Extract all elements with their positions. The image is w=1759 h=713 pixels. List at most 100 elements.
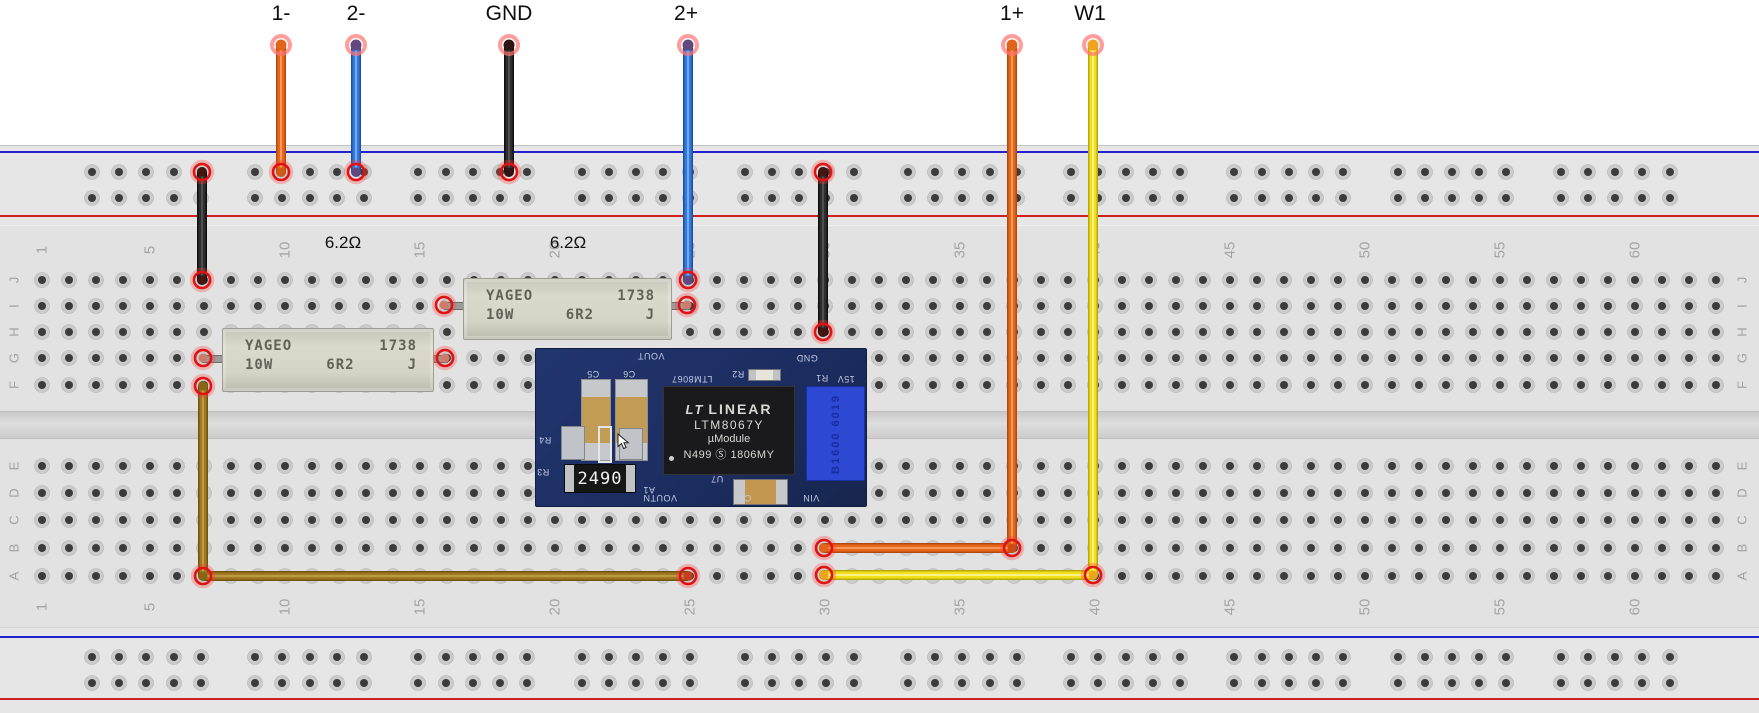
connection-dot: [198, 571, 208, 581]
connection-dot: [351, 167, 361, 177]
resistor-6.2ohm-upper[interactable]: YAGEO 1738 10W 6R2 J: [463, 278, 672, 340]
wire-tip[interactable]: [682, 39, 694, 51]
connection-dot: [819, 570, 829, 580]
connection-ring[interactable]: [193, 566, 213, 586]
power-rail-strip-top: [0, 145, 1759, 226]
connection-ring[interactable]: [434, 295, 454, 315]
wire-1-plus[interactable]: [820, 41, 1016, 552]
connection-glow: [431, 292, 457, 318]
connection-ring[interactable]: [1083, 565, 1103, 585]
connection-ring[interactable]: [435, 348, 455, 368]
rail-blue-line-top: [0, 151, 1759, 153]
connection-glow: [190, 345, 216, 371]
capacitor-c4: [733, 479, 788, 505]
connection-ring[interactable]: [678, 270, 698, 290]
wire-olive-feedback[interactable]: [199, 382, 692, 580]
wire-tip-glow: [1001, 34, 1023, 56]
connection-ring[interactable]: [814, 538, 834, 558]
connection-dot: [198, 381, 208, 391]
connection-ring[interactable]: [271, 162, 291, 182]
mouse-cursor: [617, 433, 630, 450]
wire-1-plus[interactable]: [819, 40, 1017, 553]
connection-dot: [1007, 543, 1017, 553]
lt-logo: LT: [685, 402, 705, 417]
connection-dot: [197, 275, 207, 285]
wire-olive-feedback[interactable]: [198, 381, 693, 581]
connection-ring[interactable]: [813, 162, 833, 182]
connection-glow: [189, 267, 215, 293]
resistor-datecode: 1738: [379, 338, 417, 354]
ic-part-number: LTM8067Y: [694, 418, 764, 432]
wire-tip[interactable]: [503, 39, 515, 51]
connection-glow: [189, 159, 215, 185]
connection-dot: [504, 167, 514, 177]
connection-ring[interactable]: [499, 162, 519, 182]
ic-brand: LINEAR: [708, 401, 773, 417]
connection-dot: [818, 327, 828, 337]
connection-ring[interactable]: [346, 162, 366, 182]
rail-blue-line-bottom: [0, 636, 1759, 638]
resistor-datecode: 1738: [617, 288, 655, 304]
connection-glow: [811, 535, 837, 561]
connection-dot: [1088, 570, 1098, 580]
wire-tip-glow: [1082, 34, 1104, 56]
resistor-power: 10W: [486, 307, 515, 323]
connection-glow: [999, 535, 1025, 561]
connection-ring[interactable]: [677, 295, 697, 315]
component-outline: [598, 426, 612, 463]
resistor-code: 6R2: [326, 357, 355, 373]
resistor-value-label: 6.2Ω: [549, 233, 587, 252]
connection-dot: [440, 353, 450, 363]
resistor-power: 10W: [245, 357, 274, 373]
wire-1-plus: [823, 44, 1013, 549]
connection-glow: [811, 562, 837, 588]
connection-ring[interactable]: [192, 270, 212, 290]
resistor-6.2ohm-lower[interactable]: YAGEO 1738 10W 6R2 J: [222, 328, 434, 392]
connection-dot: [198, 353, 208, 363]
connection-ring[interactable]: [1002, 538, 1022, 558]
probe-label-1+: 1+: [1000, 2, 1024, 25]
wire-w1[interactable]: [820, 41, 1097, 579]
solder-pad-r4: [561, 426, 585, 460]
ltm8067-ic: LT LINEAR LTM8067Y µModule N499 Ⓢ 1806MY: [663, 386, 795, 475]
ic-lot-code: N499 Ⓢ 1806MY: [683, 449, 775, 461]
resistor-tolerance: J: [645, 307, 655, 323]
wire-olive-feedback: [202, 385, 689, 577]
connection-dot: [683, 571, 693, 581]
connection-ring[interactable]: [192, 162, 212, 182]
connection-glow: [432, 345, 458, 371]
connection-ring[interactable]: [193, 376, 213, 396]
connection-glow: [1080, 562, 1106, 588]
connection-glow: [810, 159, 836, 185]
connection-ring[interactable]: [678, 566, 698, 586]
ic-pin1-dot: [669, 456, 674, 461]
resistor-tolerance: J: [407, 357, 417, 373]
resistor-code: 6R2: [565, 307, 595, 323]
connection-ring[interactable]: [813, 322, 833, 342]
wire-tip[interactable]: [1006, 39, 1018, 51]
wire-tip[interactable]: [1087, 39, 1099, 51]
chip-resistor-2490: 2490: [564, 464, 636, 493]
transformer: B1600 6019: [806, 386, 865, 481]
chip-resistor-value: 2490: [577, 468, 623, 489]
ltm8067-umodule-board[interactable]: LT LINEAR LTM8067Y µModule N499 Ⓢ 1806MY …: [535, 348, 867, 507]
connection-ring[interactable]: [814, 565, 834, 585]
rail-red-line-bottom: [0, 698, 1759, 700]
wire-tip-glow: [345, 34, 367, 56]
connection-dot: [683, 275, 693, 285]
connection-dot: [819, 543, 829, 553]
connection-glow: [675, 267, 701, 293]
connection-glow: [190, 373, 216, 399]
wire-w1: [823, 44, 1094, 576]
resistor-brand: YAGEO: [486, 288, 534, 304]
connection-glow: [343, 159, 369, 185]
connection-ring[interactable]: [193, 348, 213, 368]
wire-w1[interactable]: [819, 40, 1098, 580]
connection-dot: [682, 300, 692, 310]
connection-glow: [674, 292, 700, 318]
wire-tip[interactable]: [275, 39, 287, 51]
connection-glow: [190, 563, 216, 589]
wire-tip[interactable]: [350, 39, 362, 51]
connection-dot: [276, 167, 286, 177]
